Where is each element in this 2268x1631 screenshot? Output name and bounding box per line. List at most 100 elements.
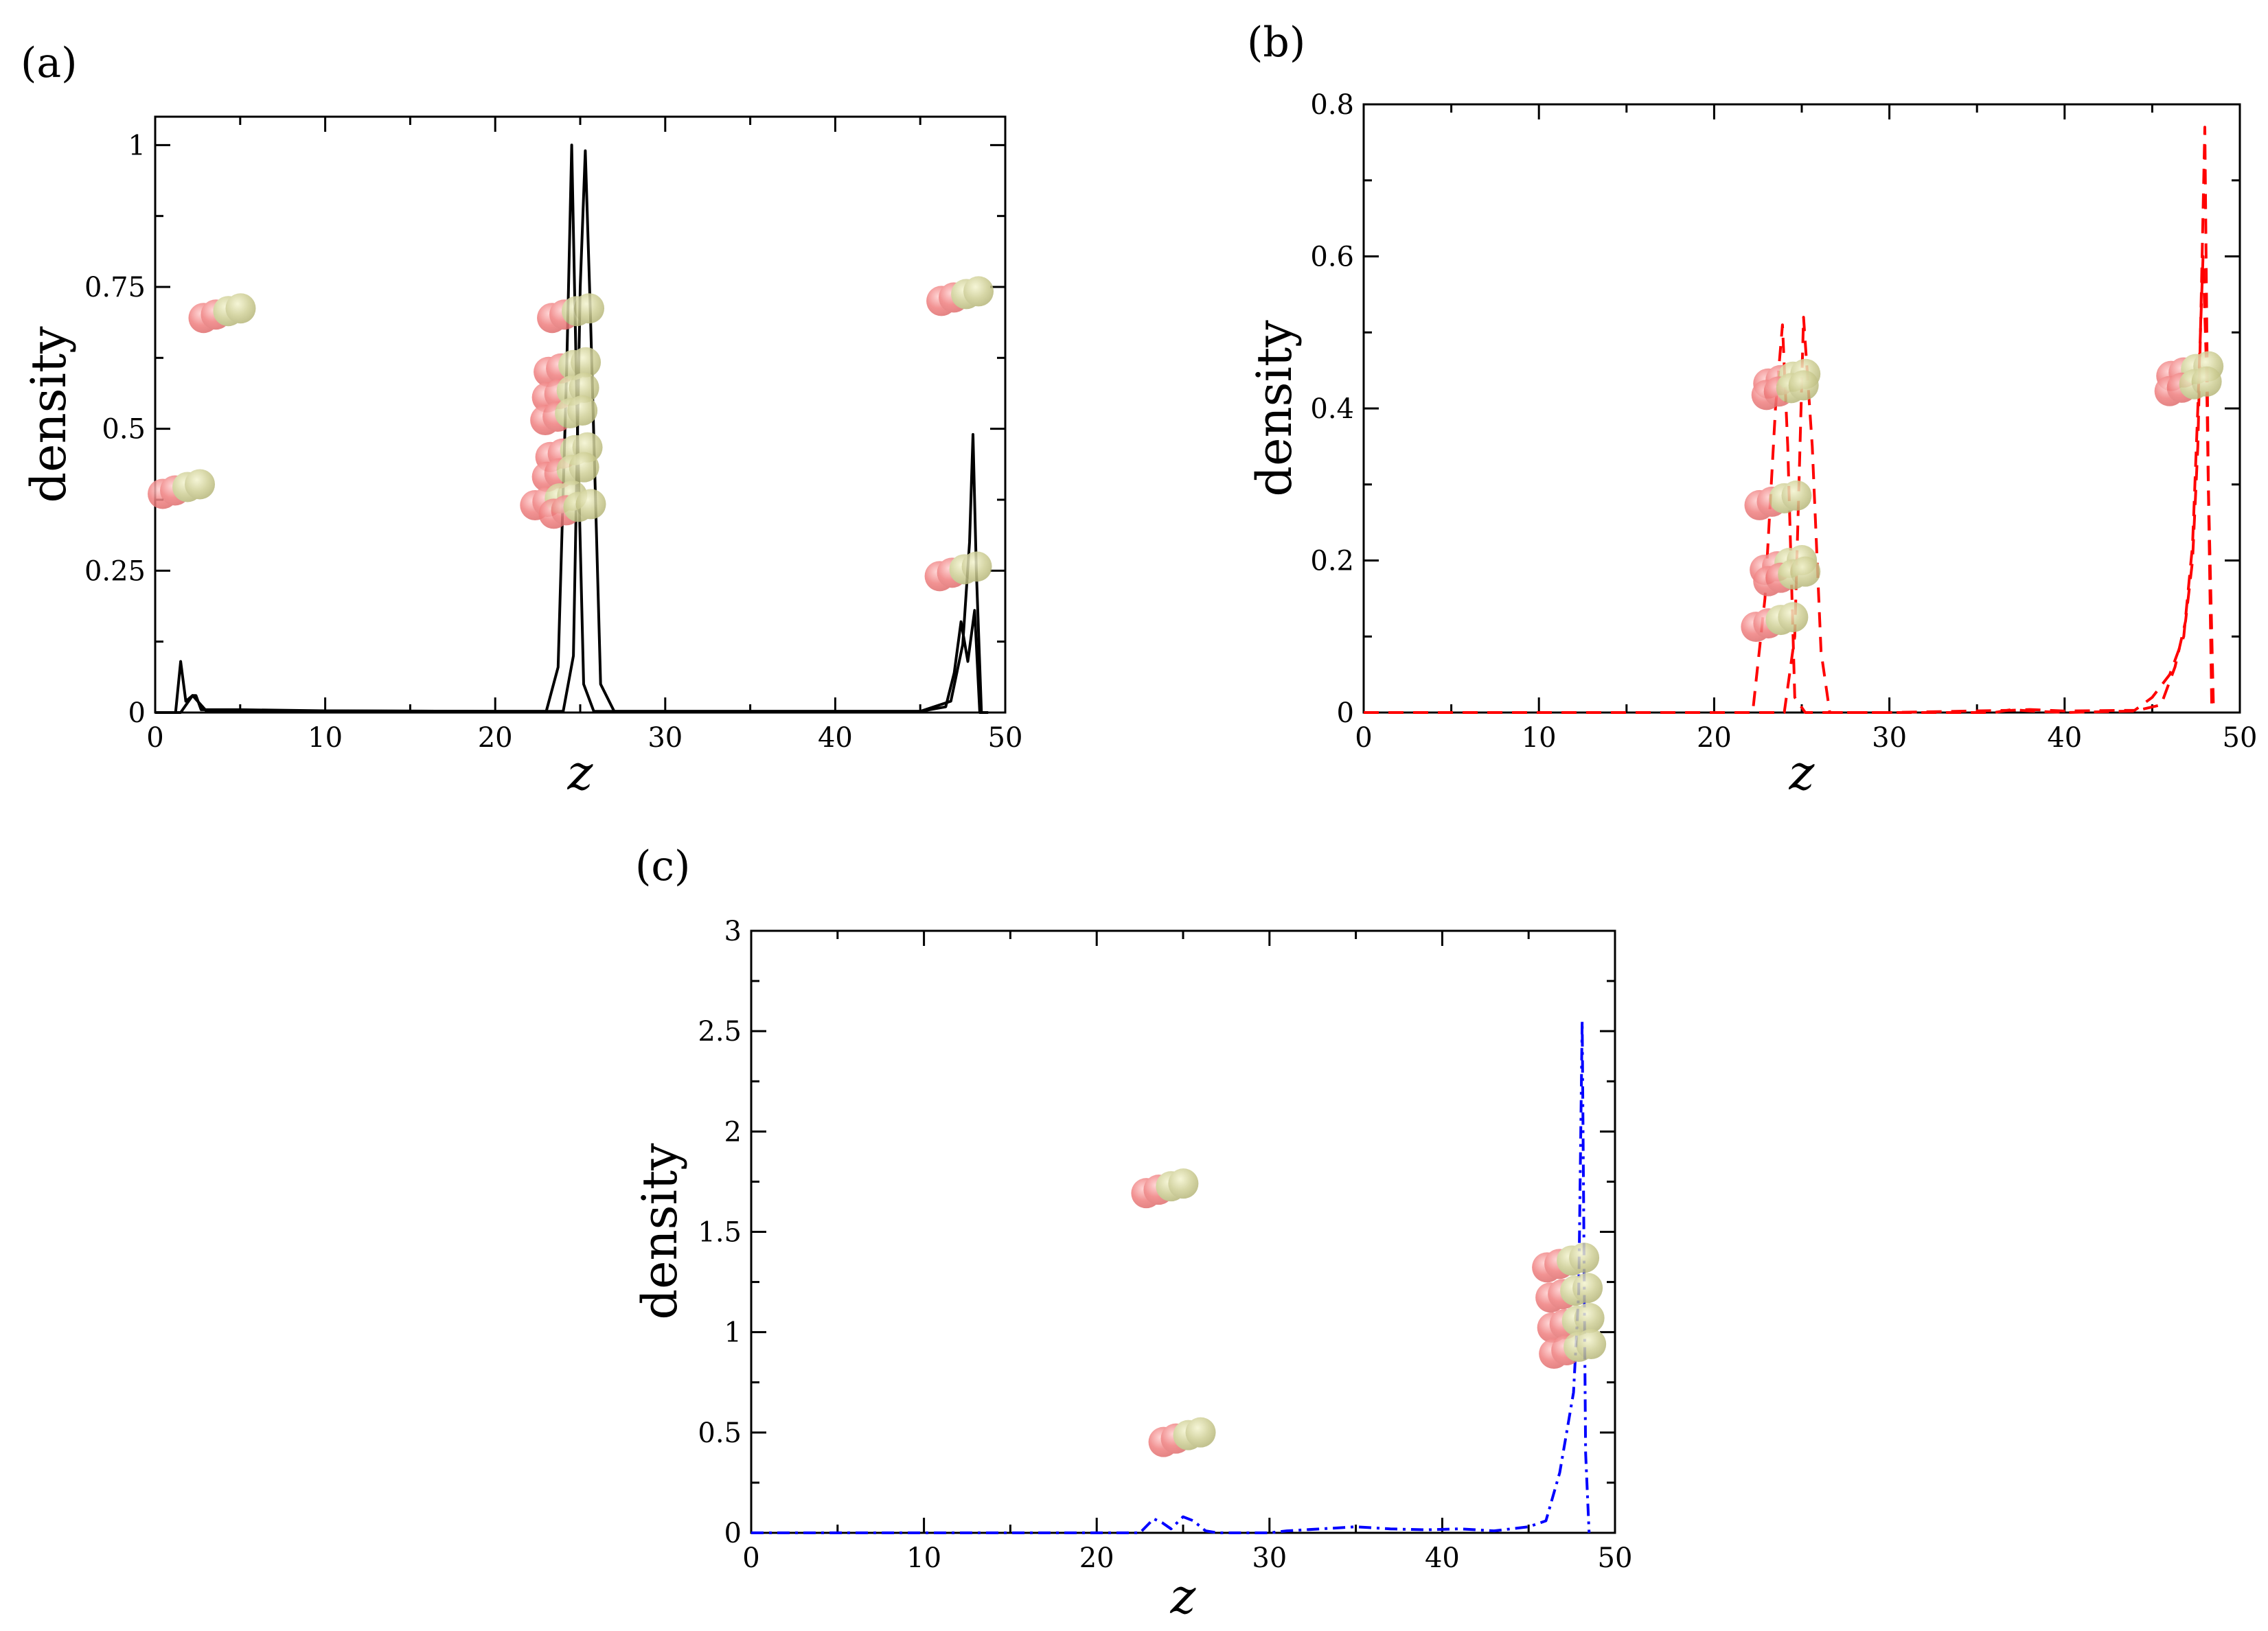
- olive-bead: [1778, 602, 1809, 633]
- xtick-label: 30: [1872, 722, 1907, 754]
- panel-a-series: [155, 143, 989, 714]
- molecule-glyph: [1148, 1417, 1216, 1457]
- panel-b: (b) 0 10 20 30 40 50 0 0.2 0.4 0.6 0.8 z…: [1246, 19, 2257, 801]
- ytick-label: 0.5: [102, 414, 146, 446]
- panel-a-ytick-labels: 0 0.25 0.5 0.75 1: [84, 130, 146, 729]
- xtick-label: 10: [308, 722, 343, 754]
- ytick-label: 1: [128, 130, 146, 161]
- xtick-label: 40: [818, 722, 853, 754]
- panel-c-y-axis-label: density: [632, 1143, 688, 1320]
- ytick-label: 0.5: [698, 1418, 742, 1449]
- panel-a-x-axis-label: z: [567, 745, 594, 801]
- olive-bead: [961, 551, 992, 582]
- xtick-label: 50: [1598, 1542, 1633, 1574]
- panel-a: (a) 0 10 20 30 40 50 0 0.25 0.5 0.75 1 z…: [21, 39, 1022, 801]
- ytick-label: 1: [724, 1317, 742, 1349]
- olive-bead: [569, 372, 599, 403]
- ytick-label: 0: [128, 697, 146, 729]
- panel-a-molecules: [148, 276, 994, 592]
- panel-c-ytick-labels: 0 0.5 1 1.5 2 2.5 3: [698, 916, 742, 1549]
- xtick-label: 50: [2223, 722, 2258, 754]
- panel-b-label: (b): [1247, 19, 1305, 67]
- panel-c-ticks: [750, 929, 1616, 1534]
- olive-bead: [1576, 1329, 1607, 1360]
- panel-a-xtick-labels: 0 10 20 30 40 50: [146, 722, 1022, 754]
- panel-c: (c) 0 10 20 30 40 50 0 0.5 1 1.5 2 2.5 3…: [632, 842, 1632, 1625]
- olive-bead: [225, 293, 256, 324]
- ytick-label: 2: [724, 1116, 742, 1148]
- panel-c-molecules: [1131, 1168, 1607, 1457]
- ytick-label: 2.5: [698, 1016, 742, 1048]
- xtick-label: 20: [1079, 1542, 1114, 1574]
- panel-a-label: (a): [21, 39, 78, 87]
- olive-bead: [1569, 1242, 1600, 1273]
- panel-b-series: [1364, 126, 2215, 714]
- ytick-label: 0: [724, 1518, 742, 1549]
- ytick-label: 0.6: [1310, 242, 1354, 273]
- ytick-label: 0.75: [84, 272, 146, 303]
- molecule-glyph: [1535, 1273, 1603, 1313]
- panel-b-ytick-labels: 0 0.2 0.4 0.6 0.8: [1310, 89, 1354, 729]
- ytick-label: 0.8: [1310, 89, 1354, 121]
- xtick-label: 20: [1697, 722, 1732, 754]
- olive-bead: [1790, 556, 1821, 587]
- panel-b-xtick-labels: 0 10 20 30 40 50: [1355, 722, 2257, 754]
- molecule-glyph: [1131, 1168, 1199, 1209]
- molecule-glyph: [926, 276, 994, 316]
- xtick-label: 0: [1355, 722, 1372, 754]
- molecule-glyph: [188, 293, 256, 334]
- olive-bead: [185, 469, 216, 500]
- panel-b-x-axis-label: z: [1789, 745, 1815, 801]
- panel-b-molecules: [1741, 351, 2224, 643]
- xtick-label: 10: [906, 1542, 941, 1574]
- olive-bead: [1574, 1303, 1605, 1334]
- olive-bead: [1572, 1273, 1603, 1304]
- xtick-label: 10: [1522, 722, 1557, 754]
- series-line-profile-1: [751, 1019, 1591, 1534]
- olive-bead: [567, 395, 598, 426]
- ytick-label: 0.2: [1310, 546, 1354, 577]
- molecule-glyph: [538, 489, 606, 529]
- molecule-glyph: [1744, 480, 1812, 520]
- molecule-glyph: [1751, 370, 1819, 410]
- panel-a-y-axis-label: density: [21, 326, 77, 503]
- ytick-label: 1.5: [698, 1217, 742, 1249]
- molecule-glyph: [530, 395, 598, 435]
- molecule-glyph: [1753, 556, 1821, 597]
- panel-c-series: [751, 1019, 1591, 1534]
- xtick-label: 40: [1425, 1542, 1460, 1574]
- xtick-label: 20: [478, 722, 513, 754]
- series-line-profile-2: [155, 149, 989, 714]
- xtick-label: 30: [1252, 1542, 1287, 1574]
- olive-bead: [1781, 480, 1812, 511]
- molecule-glyph: [1539, 1329, 1607, 1369]
- olive-bead: [2191, 366, 2222, 397]
- xtick-label: 40: [2047, 722, 2082, 754]
- series-line-profile-2: [1364, 255, 2214, 714]
- molecule-glyph: [537, 293, 605, 334]
- olive-bead: [1185, 1417, 1216, 1448]
- olive-bead: [569, 452, 599, 483]
- molecule-glyph: [1532, 1242, 1600, 1283]
- panel-c-xtick-labels: 0 10 20 30 40 50: [742, 1542, 1632, 1574]
- olive-bead: [575, 489, 606, 520]
- molecule-glyph: [2154, 366, 2222, 406]
- ytick-label: 0.25: [84, 555, 146, 587]
- xtick-label: 0: [742, 1542, 759, 1574]
- ytick-label: 0: [1337, 697, 1354, 729]
- molecule-glyph: [1741, 602, 1809, 643]
- ytick-label: 3: [724, 916, 742, 947]
- molecule-glyph: [924, 551, 992, 592]
- molecule-glyph: [148, 469, 216, 509]
- olive-bead: [963, 276, 994, 307]
- olive-bead: [574, 293, 605, 324]
- olive-bead: [1168, 1168, 1199, 1199]
- xtick-label: 30: [648, 722, 683, 754]
- xtick-label: 0: [146, 722, 163, 754]
- panel-b-y-axis-label: density: [1246, 320, 1303, 497]
- molecule-glyph: [1537, 1303, 1605, 1343]
- molecule-glyph: [534, 347, 602, 387]
- panel-c-label: (c): [635, 842, 690, 890]
- olive-bead: [571, 347, 602, 378]
